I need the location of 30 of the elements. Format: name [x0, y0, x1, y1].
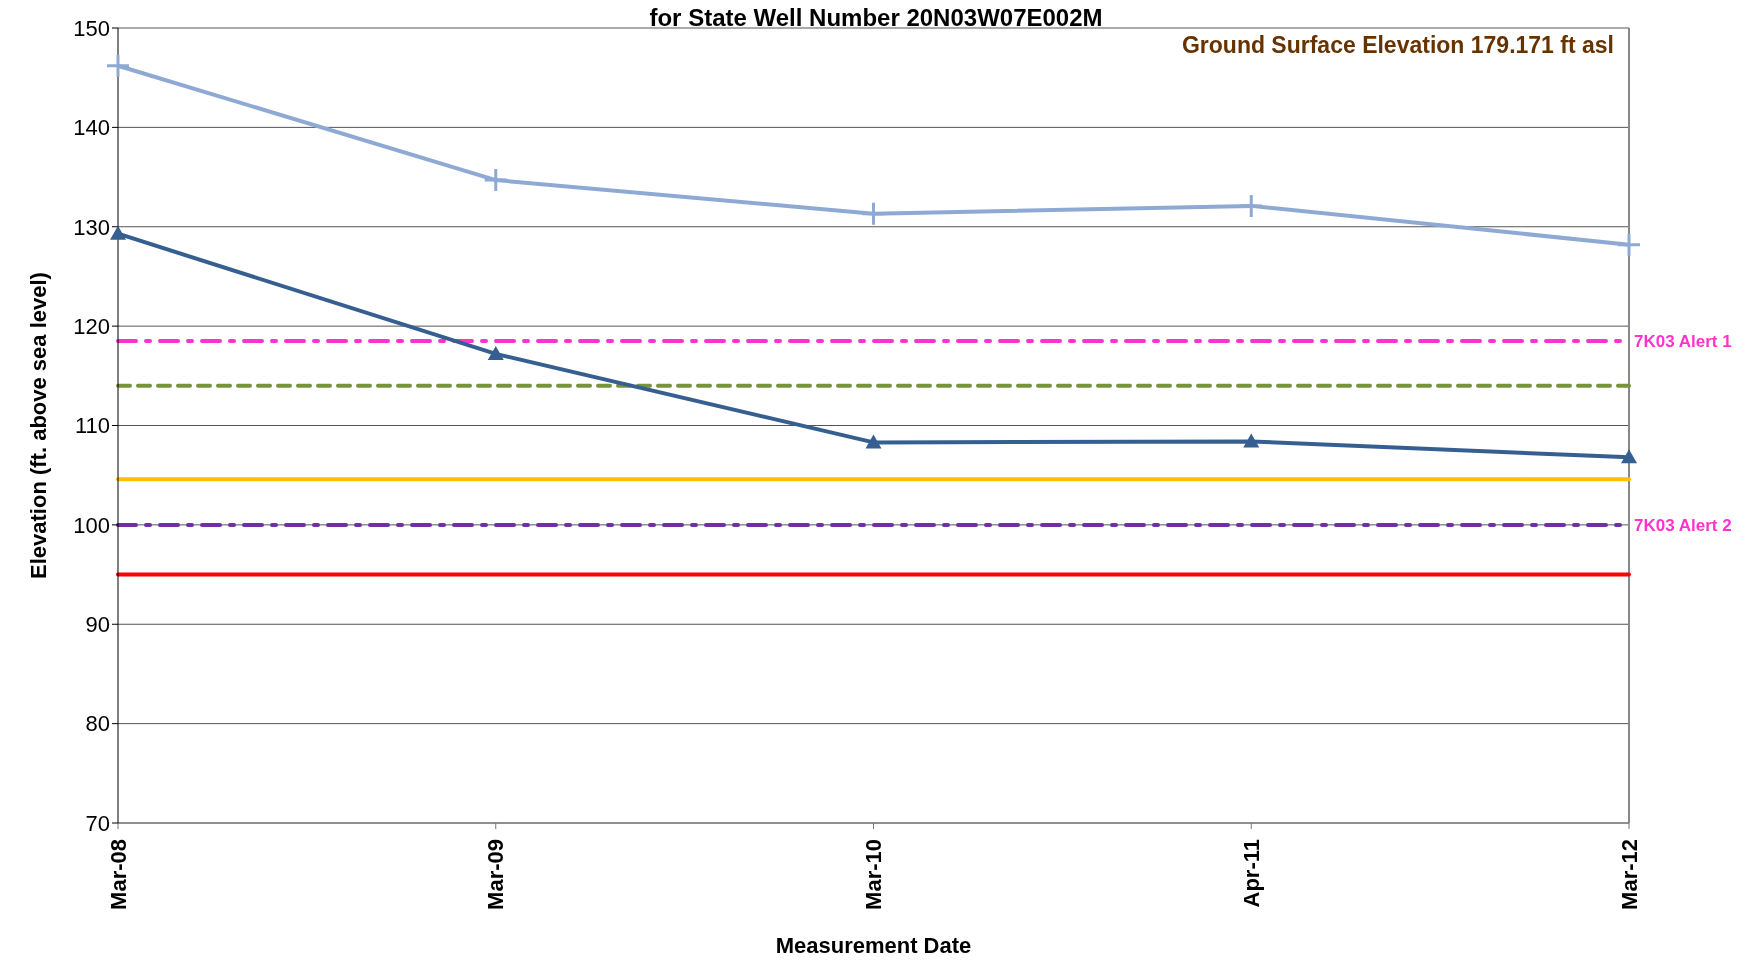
y-tick-label: 120 — [73, 313, 110, 339]
x-tick-label: Apr-11 — [1238, 839, 1264, 908]
y-tick-label: 70 — [85, 810, 110, 836]
y-tick-label: 150 — [73, 15, 110, 41]
y-tick-label: 130 — [73, 214, 110, 240]
x-tick-label: Mar-10 — [861, 839, 886, 910]
point — [1621, 449, 1637, 464]
point — [1243, 433, 1260, 448]
x-tick-label: Mar-12 — [1616, 839, 1642, 910]
point — [1618, 233, 1640, 256]
point — [484, 169, 507, 192]
ref-line-label: 7K03 Alert 2 — [1634, 515, 1732, 535]
y-tick-label: 90 — [85, 612, 110, 638]
point — [1240, 194, 1263, 217]
y-axis-title: Elevation (ft. above sea level) — [25, 272, 51, 579]
point — [862, 202, 885, 225]
ref-line-label: 7K03 Alert 1 — [1634, 332, 1732, 352]
x-tick-label: Mar-08 — [105, 839, 131, 910]
point — [110, 225, 126, 240]
point — [487, 345, 504, 360]
x-axis-title: Measurement Date — [775, 933, 972, 958]
point — [865, 434, 882, 449]
y-tick-label: 140 — [73, 115, 110, 141]
y-tick-label: 80 — [85, 711, 110, 737]
annotation: Ground Surface Elevation 179.171 ft asl — [1181, 32, 1614, 59]
x-tick-label: Mar-09 — [483, 839, 509, 910]
y-tick-label: 110 — [74, 413, 110, 439]
chart-title: for State Well Number 20N03W07E002M — [649, 4, 1103, 31]
point — [107, 54, 129, 77]
y-tick-label: 100 — [73, 512, 110, 538]
